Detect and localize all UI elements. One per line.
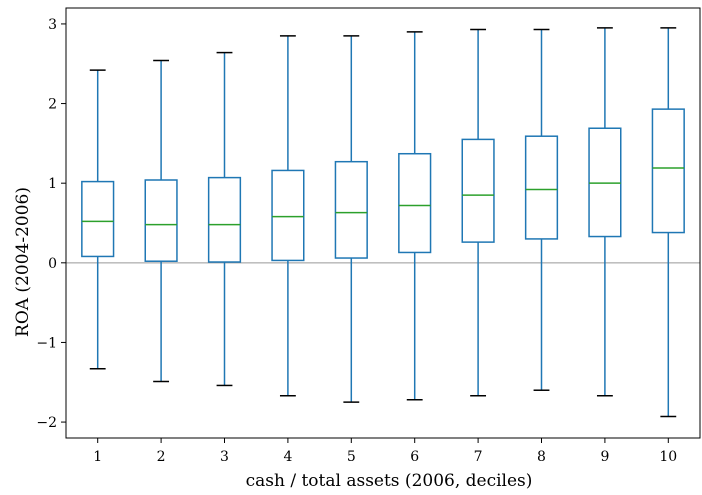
y-axis-label: ROA (2004-2006) xyxy=(13,187,33,337)
plot-area xyxy=(66,27,700,418)
box-10 xyxy=(651,27,685,418)
box-4 xyxy=(271,35,305,397)
box-1 xyxy=(81,69,115,370)
iqr-box xyxy=(524,135,559,240)
x-tick-label: 3 xyxy=(220,449,229,465)
box-5 xyxy=(334,35,368,403)
x-tick-label: 8 xyxy=(537,449,546,465)
iqr-box xyxy=(144,179,178,262)
x-tick-label: 5 xyxy=(347,449,356,465)
box-3 xyxy=(207,51,242,387)
iqr-box xyxy=(461,138,495,243)
x-tick-label: 10 xyxy=(659,449,677,465)
iqr-box xyxy=(588,127,622,238)
axes: −2 −1 0 1 2 3 1 2 3 4 5 6 7 8 9 10 xyxy=(36,7,701,465)
iqr-box xyxy=(334,160,368,259)
box-8 xyxy=(524,28,559,391)
axes-frame xyxy=(65,7,701,439)
iqr-box xyxy=(81,180,115,258)
y-tick-label: 0 xyxy=(48,256,57,272)
box-7 xyxy=(461,28,495,397)
y-tick-label: −2 xyxy=(36,415,57,431)
iqr-box xyxy=(271,169,305,262)
y-tick-label: 1 xyxy=(48,176,57,192)
iqr-box xyxy=(207,176,242,263)
box-6 xyxy=(398,31,432,401)
x-tick-label: 2 xyxy=(157,449,166,465)
box-9 xyxy=(588,27,622,397)
x-tick-label: 9 xyxy=(600,449,609,465)
iqr-box xyxy=(398,152,432,254)
x-tick-label: 6 xyxy=(410,449,419,465)
x-tick-label: 4 xyxy=(283,449,292,465)
iqr-box xyxy=(651,108,685,234)
x-tick-label: 1 xyxy=(93,449,102,465)
y-tick-label: 2 xyxy=(48,97,57,113)
x-tick-label: 7 xyxy=(474,449,483,465)
y-tick-label: −1 xyxy=(36,335,57,351)
x-axis-label: cash / total assets (2006, deciles) xyxy=(246,471,533,491)
box-2 xyxy=(144,59,178,383)
y-tick-label: 3 xyxy=(48,17,57,33)
